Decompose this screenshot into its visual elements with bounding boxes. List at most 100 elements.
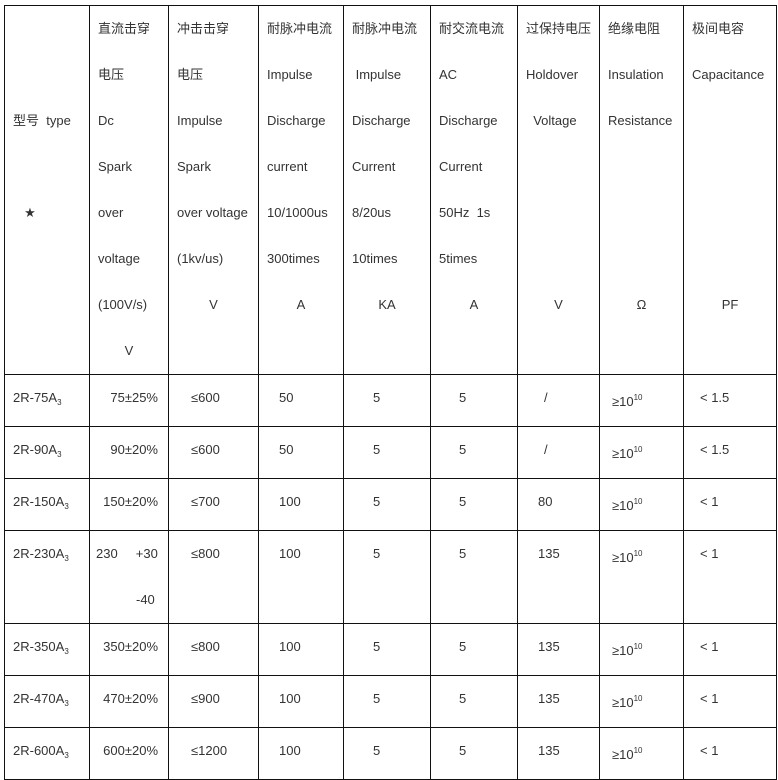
header-line xyxy=(5,52,89,98)
ac-cell: 5 xyxy=(430,530,518,624)
header-unit: Ω xyxy=(636,297,647,312)
dc-cell: 350±20% xyxy=(89,623,169,676)
header-unit: A xyxy=(469,297,479,312)
holdover-cell: / xyxy=(517,374,600,427)
holdover-cell: 135 xyxy=(517,623,600,676)
header-line: 10times xyxy=(352,251,398,266)
model-cell: 2R-230A3 xyxy=(4,530,90,624)
holdover-cell: 135 xyxy=(517,727,600,780)
header-column: 耐脉冲电流 Impulse Discharge current 10/1000us 300… xyxy=(258,5,344,375)
header-line: (1kv/us) xyxy=(177,251,224,266)
header-line: Dc xyxy=(98,113,114,128)
insulation-cell: ≥1010 xyxy=(599,675,684,728)
holdover-cell: / xyxy=(517,426,600,479)
header-line: AC xyxy=(439,67,458,82)
capacitance-cell: < 1 xyxy=(683,675,777,728)
header-line: 50Hz 1s xyxy=(439,205,491,220)
header-unit: A xyxy=(296,297,306,312)
header-line: 10/1000us xyxy=(267,205,328,220)
header-column: 冲击击穿 电压 Impulse Spark over voltage (1kv/us) V xyxy=(168,5,259,375)
header-line: Insulation xyxy=(608,67,664,82)
table-row: 2R-150A3 150±20% ≤700 100 5 5 80 ≥1010 < 1 xyxy=(4,478,777,531)
header-line: 电压 xyxy=(98,67,125,82)
i1-cell: 100 xyxy=(258,623,344,676)
i1-cell: 100 xyxy=(258,675,344,728)
header-line: Discharge xyxy=(439,113,498,128)
header-column: 绝缘电阻 Insulation Resistance Ω xyxy=(599,5,684,375)
imp-cell: ≤600 xyxy=(168,374,259,427)
ac-cell: 5 xyxy=(430,426,518,479)
header-line: over xyxy=(98,205,124,220)
i2-cell: 5 xyxy=(343,727,431,780)
ac-cell: 5 xyxy=(430,675,518,728)
header-line: Impulse xyxy=(352,67,402,82)
table-row: 2R-75A3 75±25% ≤600 50 5 5/≥1010 < 1.5 xyxy=(4,374,777,427)
insulation-cell: ≥1010 xyxy=(599,530,684,624)
header-unit: V xyxy=(209,297,218,312)
header-line: Current xyxy=(352,159,396,174)
ac-cell: 5 xyxy=(430,374,518,427)
insulation-cell: ≥1010 xyxy=(599,478,684,531)
header-line: current xyxy=(267,159,308,174)
i2-cell: 5 xyxy=(343,623,431,676)
ac-cell: 5 xyxy=(430,727,518,780)
imp-cell: ≤900 xyxy=(168,675,259,728)
header-line: 过保持电压 xyxy=(526,21,592,36)
header-line: (100V/s) xyxy=(98,297,148,312)
model-cell: 2R-350A3 xyxy=(4,623,90,676)
header-line xyxy=(5,144,89,190)
header-column: 耐脉冲电流 Impulse Discharge Current 8/20us 10tim… xyxy=(343,5,431,375)
capacitance-cell: < 1 xyxy=(683,623,777,676)
dc-cell: 75±25% xyxy=(89,374,169,427)
insulation-cell: ≥1010 xyxy=(599,623,684,676)
header-column: 过保持电压 Holdover Voltage V xyxy=(517,5,600,375)
header-line: Voltage xyxy=(526,113,577,128)
header-row: 型号 type ★ 直流击穿 电压 Dc Spark over voltage (100V/s)… xyxy=(4,5,777,375)
dc-cell: 230 +30 -40 xyxy=(89,530,169,624)
model-cell: 2R-150A3 xyxy=(4,478,90,531)
holdover-cell: 80 xyxy=(517,478,600,531)
i1-cell: 100 xyxy=(258,478,344,531)
header-line: 电压 xyxy=(177,67,204,82)
capacitance-cell: < 1.5 xyxy=(683,426,777,479)
spec-table: 型号 type ★ 直流击穿 电压 Dc Spark over voltage (100V/s)… xyxy=(4,5,777,780)
ac-cell: 5 xyxy=(430,623,518,676)
insulation-cell: ≥1010 xyxy=(599,374,684,427)
capacitance-cell: < 1 xyxy=(683,727,777,780)
insulation-cell: ≥1010 xyxy=(599,426,684,479)
capacitance-cell: < 1.5 xyxy=(683,374,777,427)
dc-cell: 470±20% xyxy=(89,675,169,728)
header-line: Discharge xyxy=(352,113,411,128)
header-line: 耐脉冲电流 xyxy=(352,21,418,36)
header-line: 直流击穿 xyxy=(98,21,151,36)
model-cell: 2R-75A3 xyxy=(4,374,90,427)
header-column: 直流击穿 电压 Dc Spark over voltage (100V/s) V xyxy=(89,5,169,375)
header-line: Current xyxy=(439,159,483,174)
header-column: 耐交流电流 AC Discharge Current 50Hz 1s 5times A xyxy=(430,5,518,375)
table-row: 2R-470A3 470±20% ≤900 100 5 5 135 ≥1010 < 1 xyxy=(4,675,777,728)
header-line: over voltage xyxy=(177,205,248,220)
i1-cell: 100 xyxy=(258,530,344,624)
model-cell: 2R-90A3 xyxy=(4,426,90,479)
insulation-cell: ≥1010 xyxy=(599,727,684,780)
header-line: 耐脉冲电流 xyxy=(267,21,333,36)
header-line: Capacitance xyxy=(692,67,765,82)
header-column: 极间电容 Capacitance PF xyxy=(683,5,777,375)
capacitance-cell: < 1 xyxy=(683,478,777,531)
capacitance-cell: < 1 xyxy=(683,530,777,624)
header-line: 型号 type xyxy=(13,113,71,128)
header-line: voltage xyxy=(98,251,140,266)
i2-cell: 5 xyxy=(343,530,431,624)
header-line: Discharge xyxy=(267,113,326,128)
table-row: 2R-600A3 600±20% ≤1200 100 5 5 135 ≥1010 < 1 xyxy=(4,727,777,780)
header-unit: KA xyxy=(378,297,396,312)
imp-cell: ≤600 xyxy=(168,426,259,479)
i1-cell: 50 xyxy=(258,426,344,479)
i2-cell: 5 xyxy=(343,675,431,728)
dc-cell: 600±20% xyxy=(89,727,169,780)
header-line: Spark xyxy=(177,159,211,174)
i2-cell: 5 xyxy=(343,426,431,479)
header-line: Spark xyxy=(98,159,132,174)
table-row: 2R-230A3 230 +30 -40 ≤800 100 5 5 135 ≥1010 < 1 xyxy=(4,530,777,624)
header-line: 耐交流电流 xyxy=(439,21,505,36)
